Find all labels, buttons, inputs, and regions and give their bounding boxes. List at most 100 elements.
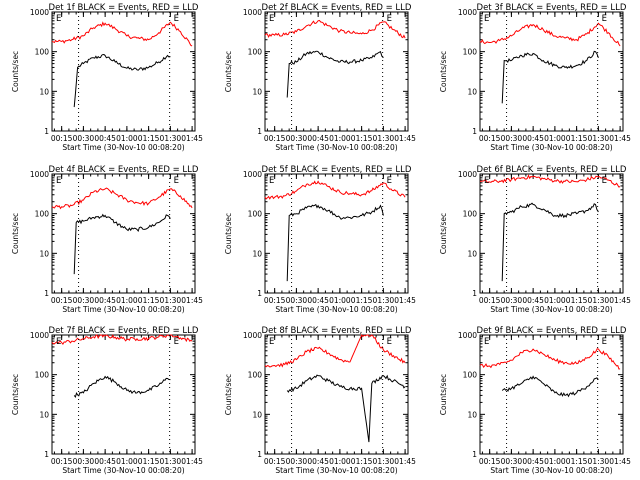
plot-frame <box>51 11 196 132</box>
marker-label: E <box>56 14 61 24</box>
x-tick-label: 01:45 <box>181 296 203 305</box>
x-tick-label: 00:30 <box>286 134 308 143</box>
y-tick-label: 10 <box>467 249 477 258</box>
marker-label: E <box>602 14 607 24</box>
x-axis-label: Start Time (30-Nov-10 00:08:20) <box>490 305 612 314</box>
y-tick-label: 1 <box>472 289 477 298</box>
x-axis-label: Start Time (30-Nov-10 00:08:20) <box>62 305 184 314</box>
series-lld-line <box>51 21 193 47</box>
y-axis-label: Counts/sec <box>439 51 448 92</box>
panel-det-4f: Det 4f BLACK = Events, RED = LLD 1 10 100 10… <box>11 165 203 314</box>
x-tick-label: 00:30 <box>73 134 95 143</box>
y-tick-label: 1000 <box>30 331 49 340</box>
panel-title: Det 1f BLACK = Events, RED = LLD <box>49 3 199 13</box>
y-tick-label: 1 <box>44 127 49 136</box>
marker-label: E <box>484 176 489 186</box>
panel-title: Det 8f BLACK = Events, RED = LLD <box>262 326 412 336</box>
panel-title: Det 7f BLACK = Events, RED = LLD <box>49 326 199 336</box>
marker-label: E <box>602 337 607 347</box>
x-tick-label: 01:30 <box>160 296 182 305</box>
x-tick-label: 01:30 <box>373 296 395 305</box>
plot-frame <box>479 173 624 294</box>
y-tick-label: 100 <box>248 210 263 219</box>
y-axis-label: Counts/sec <box>11 213 20 254</box>
marker-label: E <box>387 176 392 186</box>
marker-label: E <box>56 176 61 186</box>
x-tick-label: 00:45 <box>307 457 329 466</box>
plot-frame <box>51 173 196 294</box>
panel-title: Det 2f BLACK = Events, RED = LLD <box>262 3 412 13</box>
x-tick-label: 01:15 <box>138 457 160 466</box>
series-lld-line <box>51 187 193 210</box>
plot-frame <box>479 334 624 455</box>
x-tick-label: 01:45 <box>181 134 203 143</box>
y-tick-label: 100 <box>35 48 50 57</box>
y-tick-label: 10 <box>252 87 262 96</box>
y-axis-label: Counts/sec <box>224 213 233 254</box>
panel-det-1f: Det 1f BLACK = Events, RED = LLD 1 10 100 10… <box>11 3 203 152</box>
panel-det-2f: Det 2f BLACK = Events, RED = LLD 1 10 100 10… <box>224 3 416 152</box>
y-tick-label: 100 <box>248 371 263 380</box>
x-tick-label: 00:30 <box>73 457 95 466</box>
y-tick-label: 100 <box>463 210 478 219</box>
x-tick-label: 01:15 <box>351 457 373 466</box>
x-axis-label: Start Time (30-Nov-10 00:08:20) <box>490 466 612 475</box>
x-tick-label: 01:30 <box>588 457 610 466</box>
series-events-line <box>286 203 384 282</box>
series-lld-line <box>479 348 621 370</box>
panel-title: Det 9f BLACK = Events, RED = LLD <box>477 326 627 336</box>
panel-det-9f: Det 9f BLACK = Events, RED = LLD 1 10 100 10… <box>439 326 631 475</box>
y-tick-label: 10 <box>39 410 49 419</box>
x-tick-label: 00:15 <box>479 457 501 466</box>
marker-label: E <box>269 337 274 347</box>
x-tick-label: 00:15 <box>51 457 73 466</box>
panel-title: Det 6f BLACK = Events, RED = LLD <box>477 165 627 175</box>
x-tick-label: 00:30 <box>286 457 308 466</box>
x-tick-label: 01:15 <box>566 457 588 466</box>
plot-frame <box>51 334 196 455</box>
x-tick-label: 01:45 <box>609 296 631 305</box>
marker-label: E <box>269 176 274 186</box>
panel-det-6f: Det 6f BLACK = Events, RED = LLD 1 10 100 10… <box>439 165 631 314</box>
x-tick-label: 00:45 <box>94 457 116 466</box>
x-tick-label: 00:30 <box>73 296 95 305</box>
y-tick-label: 1 <box>44 450 49 459</box>
marker-label: E <box>387 337 392 347</box>
x-tick-label: 01:15 <box>351 296 373 305</box>
series-events-line <box>286 374 406 443</box>
y-tick-label: 10 <box>252 249 262 258</box>
x-tick-label: 00:45 <box>522 134 544 143</box>
series-events-line <box>286 50 384 98</box>
y-axis-label: Counts/sec <box>224 374 233 415</box>
y-tick-label: 1 <box>472 450 477 459</box>
y-tick-label: 10 <box>39 87 49 96</box>
marker-label: E <box>56 337 61 347</box>
y-tick-label: 1000 <box>458 170 477 179</box>
y-tick-label: 1000 <box>458 8 477 17</box>
y-tick-label: 100 <box>248 48 263 57</box>
series-lld-line <box>51 334 193 345</box>
x-tick-label: 01:15 <box>138 296 160 305</box>
series-lld-line <box>479 22 621 47</box>
x-tick-label: 01:30 <box>373 134 395 143</box>
x-tick-label: 00:45 <box>94 134 116 143</box>
series-lld-line <box>264 334 406 368</box>
x-tick-label: 00:30 <box>286 296 308 305</box>
panel-title: Det 5f BLACK = Events, RED = LLD <box>262 165 412 175</box>
marker-label: E <box>484 14 489 24</box>
series-events-line <box>501 50 599 104</box>
marker-label: E <box>174 337 179 347</box>
y-tick-label: 100 <box>35 210 50 219</box>
y-tick-label: 10 <box>467 410 477 419</box>
x-tick-label: 00:15 <box>264 457 286 466</box>
x-tick-label: 00:15 <box>264 296 286 305</box>
marker-label: E <box>602 176 607 186</box>
x-tick-label: 01:15 <box>566 296 588 305</box>
series-events-line <box>501 202 599 282</box>
x-tick-label: 00:15 <box>479 134 501 143</box>
y-tick-label: 1000 <box>458 331 477 340</box>
x-tick-label: 01:30 <box>160 134 182 143</box>
series-lld-line <box>264 19 406 39</box>
x-tick-label: 01:45 <box>609 134 631 143</box>
